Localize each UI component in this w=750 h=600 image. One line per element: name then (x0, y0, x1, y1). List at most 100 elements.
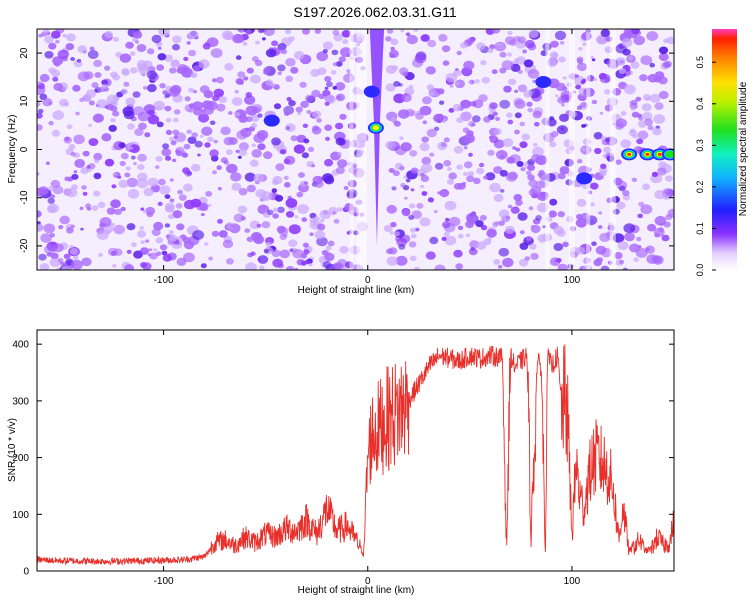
spectrogram-speckle (483, 175, 488, 180)
spectrogram-speckle (191, 73, 196, 78)
spectrogram-speckle (637, 120, 647, 128)
spectrogram-speckle (59, 215, 70, 225)
spectrogram-speckle (507, 78, 517, 86)
spectrogram-speckle (80, 227, 84, 231)
spectrogram-speckle (210, 48, 223, 58)
spectrogram-speckle (267, 209, 274, 215)
colorbar-tick-label: 0.3 (695, 139, 705, 152)
spectrogram-speckle (456, 117, 464, 124)
spectrogram-speckle (275, 194, 284, 202)
spectrogram-speckle (409, 227, 416, 233)
spectrogram-speckle (172, 35, 182, 44)
spectrogram-speckle (187, 136, 197, 144)
spectrogram-speckle (149, 252, 158, 260)
spectrogram-speckle (406, 34, 418, 45)
spectrogram-speckle (465, 220, 475, 229)
spectrogram-speckle (514, 129, 520, 135)
spectrogram-speckle (37, 124, 43, 131)
spectrogram-speckle (81, 185, 87, 190)
spectrogram-speckle (300, 100, 309, 108)
spectrogram-speckle (421, 136, 430, 143)
spectrogram-speckle (472, 99, 484, 109)
spectrogram-speckle (96, 99, 108, 109)
spectrogram-speckle (66, 187, 78, 198)
spectrogram-speckle (263, 151, 273, 160)
spectrogram-speckle (637, 213, 643, 219)
spectrogram-speckle (246, 236, 254, 243)
spectrogram-speckle (133, 31, 143, 39)
spectrogram-speckle (173, 109, 181, 115)
spectrogram-speckle (63, 253, 71, 260)
spectrogram-speckle (415, 227, 420, 232)
spectrogram-speckle (498, 247, 510, 257)
spectrogram-speckle (279, 249, 291, 259)
spectrogram-speckle (107, 247, 119, 257)
spectrogram-speckle (238, 188, 248, 196)
hotspot-core (582, 176, 587, 180)
spectrogram-speckle (303, 138, 310, 144)
spectrogram-speckle (37, 112, 43, 119)
spectrogram-speckle (97, 201, 106, 208)
spectrogram-speckle (312, 110, 322, 119)
spectrogram-speckle (518, 258, 529, 267)
spectrogram-speckle (394, 231, 400, 237)
spectrogram-speckle (284, 182, 291, 188)
spectrogram-speckle (410, 233, 417, 239)
x-tick-label: 0 (365, 275, 371, 286)
spectrogram-speckle (493, 193, 504, 203)
spectrogram-speckle (87, 50, 99, 59)
spectrogram-speckle (167, 214, 174, 220)
spectrogram-speckle (557, 96, 566, 104)
spectrogram-speckle (599, 73, 611, 84)
spectrogram-speckle (528, 179, 538, 188)
spectrogram-speckle (220, 157, 228, 164)
spectrogram-speckle (335, 61, 343, 67)
spectrogram-speckle (492, 111, 498, 117)
hotspot-core (369, 90, 374, 94)
spectrogram-speckle (37, 187, 46, 197)
spectrogram-speckle (552, 53, 559, 59)
spectrogram-speckle (142, 209, 148, 214)
spectrogram-speckle (183, 56, 189, 62)
spectrogram-speckle (277, 43, 287, 51)
spectrogram-speckle (66, 33, 76, 42)
spectrogram-speckle (127, 123, 135, 130)
y-tick-label: -20 (19, 238, 30, 253)
spectrogram-band (356, 29, 367, 270)
spectrogram-speckle (427, 39, 437, 48)
spectrogram-speckle (576, 62, 588, 72)
hotspot-core (373, 126, 378, 130)
spectrogram-speckle (557, 211, 565, 218)
spectrogram-speckle (555, 94, 559, 98)
spectrogram-speckle (130, 155, 136, 160)
colorbar-ticks: 0.0 0.1 0.2 0.3 0.4 0.5 (695, 56, 716, 276)
spectrogram-speckle (405, 32, 411, 37)
spectrogram-speckle (257, 255, 269, 264)
spectrogram-speckle (441, 236, 447, 241)
spectrogram-hotspot (363, 85, 380, 98)
spectrogram-speckle (228, 111, 233, 115)
spectrogram-speckle (512, 146, 517, 150)
spectrogram-speckle (237, 155, 242, 159)
spectrogram-speckle (535, 215, 542, 221)
spectrogram-speckle (489, 102, 498, 110)
spectrogram-speckle (527, 174, 535, 181)
spectrogram-speckle (178, 194, 187, 201)
colorbar-tick-label: 0.4 (695, 98, 705, 111)
spectrogram-speckle (155, 106, 162, 111)
spectrogram-speckle (177, 189, 184, 195)
spectrogram-speckle (527, 107, 533, 113)
spectrogram-speckle (419, 217, 431, 227)
spectrogram-speckle (217, 92, 223, 97)
spectrogram-speckle (332, 29, 340, 36)
spectrogram-speckle (38, 253, 47, 261)
spectrogram-speckle (600, 29, 611, 38)
spectrogram-hotspot (576, 172, 593, 185)
spectrogram-speckle (637, 130, 649, 140)
spectrogram-speckle (271, 188, 278, 193)
snr-ticks: -100 0 100 0 100 200 300 400 (12, 330, 674, 587)
spectrogram-speckle (288, 239, 298, 248)
spectrogram-speckle (385, 36, 392, 42)
spectrogram-speckle (133, 162, 137, 166)
spectrogram-speckle (44, 51, 54, 59)
